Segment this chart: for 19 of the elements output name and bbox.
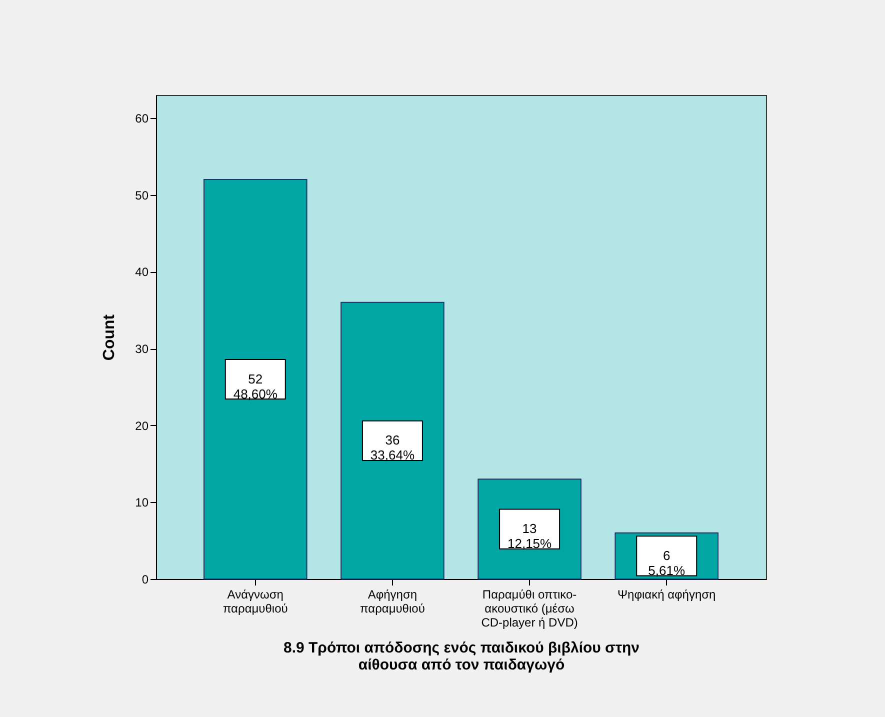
data-label: 36 33,64%	[370, 432, 415, 463]
y-tick-label: 50	[135, 188, 149, 202]
bar	[203, 179, 308, 580]
bar	[340, 302, 444, 580]
x-tick-label: Παραμύθι οπτικο-ακουστικό (μέσω CD-player ή DVD)	[481, 588, 578, 630]
y-tick-label: 0	[142, 572, 149, 586]
y-tick-label: 60	[135, 112, 149, 126]
y-axis-title: Count	[101, 314, 118, 361]
x-tick-label: Ψηφιακή αφήγηση	[617, 588, 716, 602]
y-tick-label: 40	[135, 265, 149, 280]
y-tick-label: 10	[135, 496, 149, 510]
data-label: 6 5,61%	[648, 548, 686, 578]
y-tick-label: 20	[135, 418, 149, 433]
data-label: 13 12,15%	[507, 521, 552, 552]
x-tick-label: Αφήγηση παραμυθιού	[360, 588, 425, 616]
data-label: 52 48,60%	[233, 371, 278, 402]
x-axis-title: 8.9 Τρόποι απόδοσης ενός παιδικού βιβλίου στην αίθουσα από τον παιδαγωγό	[283, 640, 640, 674]
x-tick-label: Ανάγνωση παραμυθιού	[222, 588, 288, 616]
y-tick-label: 30	[135, 342, 149, 356]
